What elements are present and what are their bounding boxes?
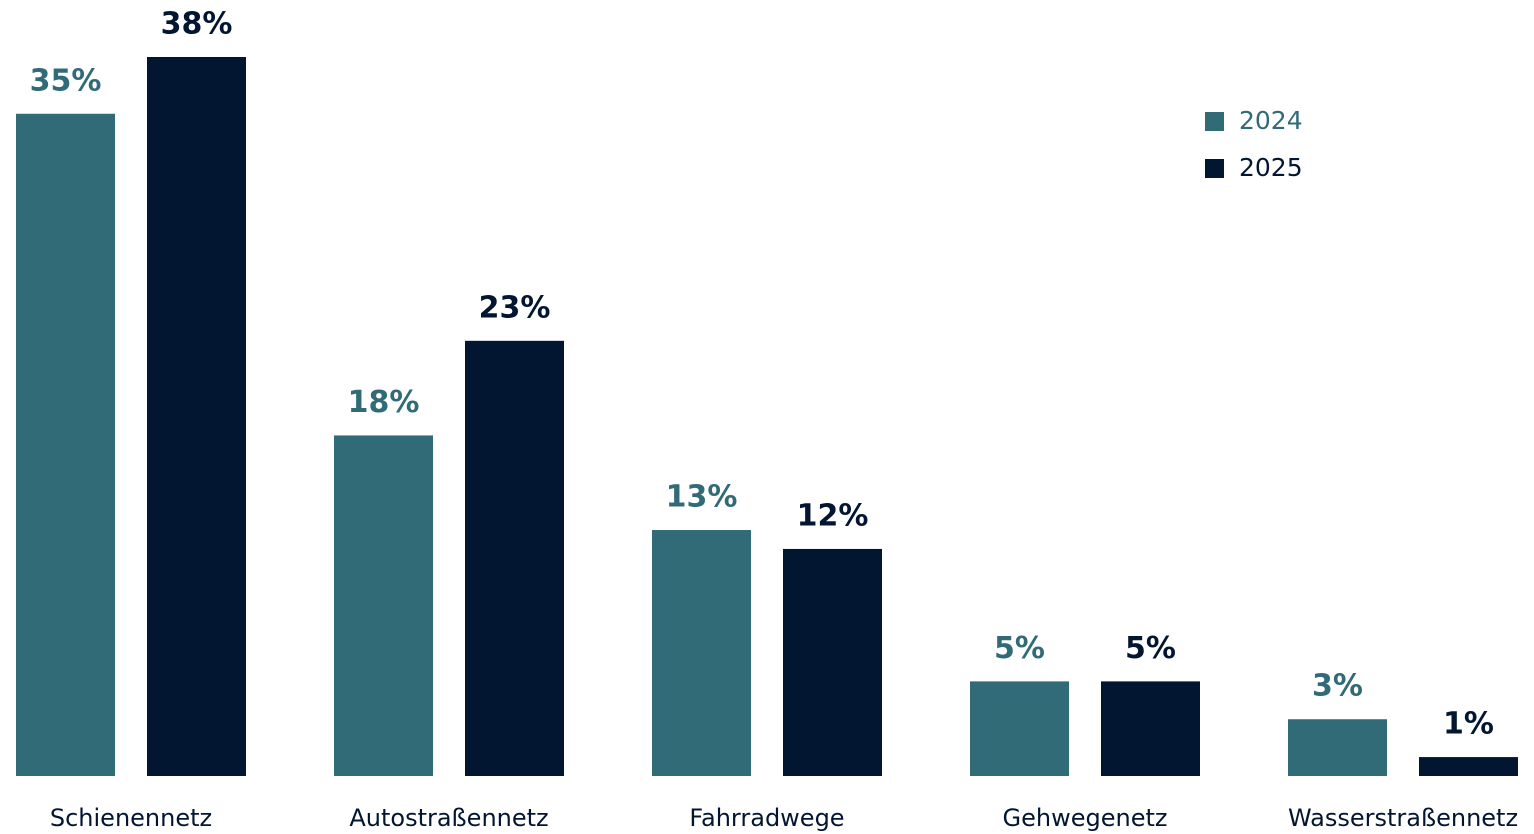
bar	[465, 340, 564, 776]
legend-label: 2025	[1239, 153, 1303, 182]
value-label: 35%	[30, 63, 102, 98]
x-tick-label: Fahrradwege	[689, 804, 844, 832]
value-label: 18%	[348, 385, 420, 420]
x-tick-label: Gehwegenetz	[1003, 804, 1168, 832]
bar	[16, 113, 115, 776]
value-label: 38%	[161, 7, 233, 42]
bar	[147, 57, 246, 776]
bar	[1419, 757, 1518, 776]
bar	[1288, 719, 1387, 776]
value-label: 12%	[797, 498, 869, 533]
legend-swatch	[1205, 112, 1224, 131]
value-label: 1%	[1443, 707, 1494, 742]
value-label: 3%	[1312, 669, 1363, 704]
legend-swatch	[1205, 159, 1224, 178]
value-label: 13%	[666, 480, 738, 515]
bar	[334, 435, 433, 776]
x-tick-label: Wasserstraßennetz	[1288, 804, 1518, 832]
legend-label: 2024	[1239, 106, 1303, 135]
value-label: 5%	[994, 631, 1045, 666]
value-label: 23%	[479, 290, 551, 325]
bar	[970, 681, 1069, 776]
bar	[1101, 681, 1200, 776]
bar	[652, 530, 751, 776]
bar	[783, 548, 882, 776]
x-tick-label: Schienennetz	[50, 804, 212, 832]
x-tick-label: Autostraßennetz	[349, 804, 548, 832]
value-label: 5%	[1125, 631, 1176, 666]
